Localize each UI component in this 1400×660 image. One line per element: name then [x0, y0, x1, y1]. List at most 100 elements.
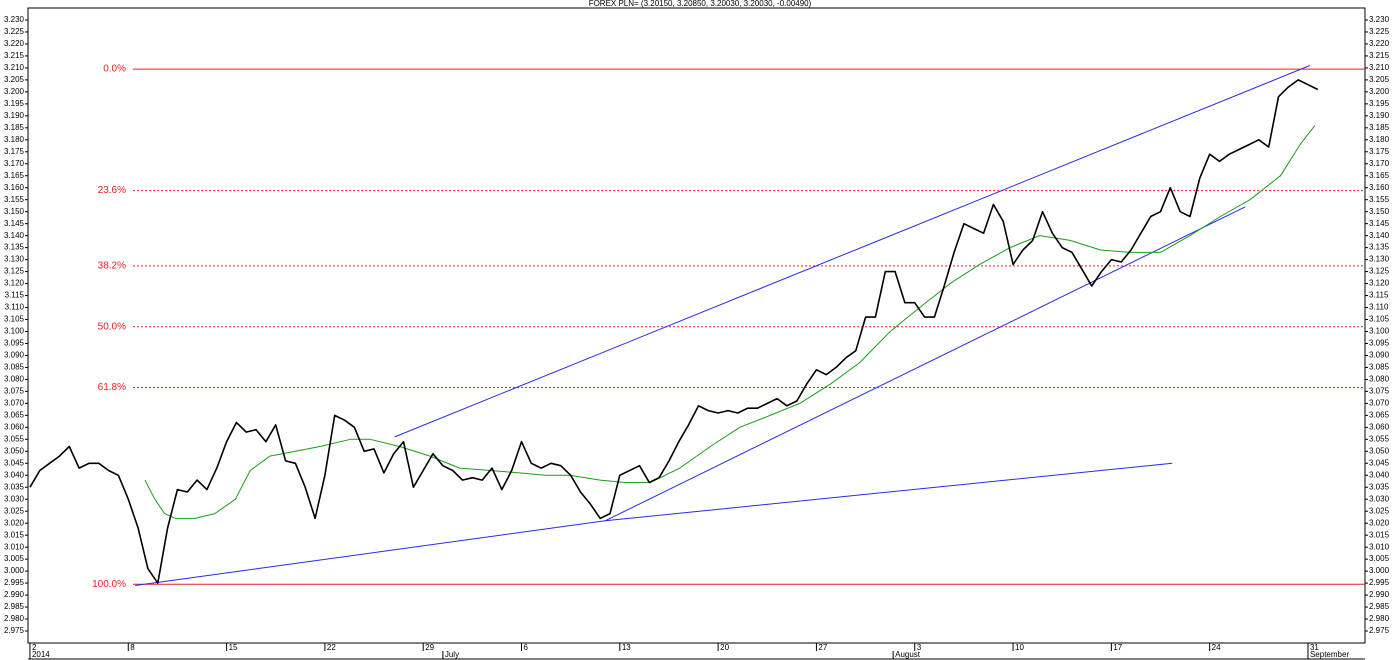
y-tick-label-right: 3.040 — [1369, 470, 1390, 479]
x-tick-label: 22 — [327, 643, 336, 652]
y-tick-label-right: 3.130 — [1369, 255, 1390, 264]
y-tick-label: 3.045 — [4, 458, 25, 467]
trend-line — [604, 206, 1246, 522]
x-tick-label: 27 — [818, 643, 827, 652]
month-label: August — [895, 650, 921, 659]
y-tick-label-right: 3.230 — [1369, 15, 1390, 24]
y-tick-label: 2.990 — [4, 590, 25, 599]
y-tick-label-right: 3.180 — [1369, 135, 1390, 144]
y-tick-label: 3.145 — [4, 219, 25, 228]
y-tick-label: 3.010 — [4, 542, 25, 551]
y-tick-label-right: 3.155 — [1369, 195, 1390, 204]
y-tick-label-right: 3.125 — [1369, 267, 1390, 276]
month-label: July — [445, 650, 459, 659]
fib-label: 23.6% — [98, 185, 126, 196]
y-tick-label-right: 3.055 — [1369, 434, 1390, 443]
y-tick-label-right: 3.085 — [1369, 363, 1390, 372]
x-tick-label: 29 — [425, 643, 434, 652]
x-tick-label: 2 — [32, 643, 37, 652]
chart-title: FOREX PLN= (3.20150, 3.20850, 3.20030, 3… — [589, 0, 812, 8]
y-tick-label: 3.200 — [4, 87, 25, 96]
y-tick-label-right: 3.185 — [1369, 123, 1390, 132]
y-tick-label-right: 3.000 — [1369, 566, 1390, 575]
y-tick-label-right: 3.075 — [1369, 387, 1390, 396]
y-tick-label-right: 3.170 — [1369, 159, 1390, 168]
fib-label: 50.0% — [98, 321, 126, 332]
price-line — [144, 125, 1316, 519]
y-tick-label-right: 3.175 — [1369, 147, 1390, 156]
y-tick-label-right: 3.145 — [1369, 219, 1390, 228]
fib-label: 61.8% — [98, 382, 126, 393]
y-tick-label: 2.985 — [4, 602, 25, 611]
y-tick-label: 3.230 — [4, 15, 25, 24]
y-tick-label: 3.190 — [4, 111, 25, 120]
y-tick-label-right: 3.035 — [1369, 482, 1390, 491]
y-tick-label-right: 3.220 — [1369, 39, 1390, 48]
y-tick-label-right: 3.215 — [1369, 51, 1390, 60]
y-tick-label: 3.160 — [4, 183, 25, 192]
y-tick-label-right: 2.985 — [1369, 602, 1390, 611]
y-tick-label-right: 3.165 — [1369, 171, 1390, 180]
y-tick-label: 3.170 — [4, 159, 25, 168]
trend-line — [135, 520, 606, 586]
y-tick-label-right: 3.020 — [1369, 518, 1390, 527]
y-tick-label-right: 3.160 — [1369, 183, 1390, 192]
y-tick-label-right: 3.015 — [1369, 530, 1390, 539]
y-tick-label: 3.040 — [4, 470, 25, 479]
y-tick-label: 3.100 — [4, 327, 25, 336]
x-tick-label: 8 — [130, 643, 135, 652]
y-tick-label: 3.135 — [4, 243, 25, 252]
y-tick-label-right: 3.010 — [1369, 542, 1390, 551]
x-tick-label: 20 — [720, 643, 729, 652]
x-tick-label: 6 — [524, 643, 529, 652]
y-tick-label-right: 3.205 — [1369, 75, 1390, 84]
y-tick-label: 2.980 — [4, 614, 25, 623]
y-tick-label: 3.065 — [4, 410, 25, 419]
y-tick-label: 3.150 — [4, 207, 25, 216]
month-label: 2014 — [32, 650, 50, 659]
y-tick-label-right: 3.105 — [1369, 315, 1390, 324]
y-tick-label: 3.125 — [4, 267, 25, 276]
y-tick-label: 3.115 — [5, 291, 25, 300]
fib-label: 0.0% — [103, 64, 126, 75]
y-tick-label-right: 3.050 — [1369, 446, 1390, 455]
y-tick-label-right: 3.045 — [1369, 458, 1390, 467]
trend-line — [605, 462, 1173, 522]
y-tick-label-right: 3.115 — [1369, 291, 1389, 300]
y-tick-label-right: 3.120 — [1369, 279, 1390, 288]
y-tick-label-right: 3.060 — [1369, 422, 1390, 431]
y-tick-label: 3.210 — [4, 63, 25, 72]
y-tick-label: 3.070 — [4, 398, 25, 407]
x-tick-label: 24 — [1212, 643, 1221, 652]
y-tick-label: 3.195 — [4, 99, 25, 108]
y-tick-label: 3.090 — [4, 351, 25, 360]
price-line — [29, 79, 1319, 584]
y-tick-label: 3.215 — [4, 51, 25, 60]
y-tick-label-right: 3.095 — [1369, 339, 1390, 348]
y-tick-label-right: 3.065 — [1369, 410, 1390, 419]
y-tick-label-right: 3.080 — [1369, 375, 1390, 384]
y-tick-label-right: 3.190 — [1369, 111, 1390, 120]
y-tick-label: 3.050 — [4, 446, 25, 455]
y-tick-label: 3.205 — [4, 75, 25, 84]
y-tick-label: 3.095 — [4, 339, 25, 348]
x-tick-label: 13 — [622, 643, 631, 652]
y-tick-label: 3.060 — [4, 422, 25, 431]
y-tick-label-right: 3.195 — [1369, 99, 1390, 108]
y-tick-label: 2.995 — [4, 578, 25, 587]
y-tick-label-right: 3.090 — [1369, 351, 1390, 360]
x-tick-label: 3 — [917, 643, 922, 652]
y-tick-label: 3.130 — [4, 255, 25, 264]
y-tick-label: 3.180 — [4, 135, 25, 144]
y-tick-label: 3.220 — [4, 39, 25, 48]
y-tick-label-right: 3.150 — [1369, 207, 1390, 216]
y-tick-label-right: 2.990 — [1369, 590, 1390, 599]
trend-line — [394, 65, 1311, 438]
month-label: September — [1310, 650, 1349, 659]
x-tick-label: 10 — [1015, 643, 1024, 652]
y-tick-label-right: 3.110 — [1369, 303, 1389, 312]
y-tick-label: 3.140 — [4, 231, 25, 240]
y-tick-label-right: 3.140 — [1369, 231, 1390, 240]
